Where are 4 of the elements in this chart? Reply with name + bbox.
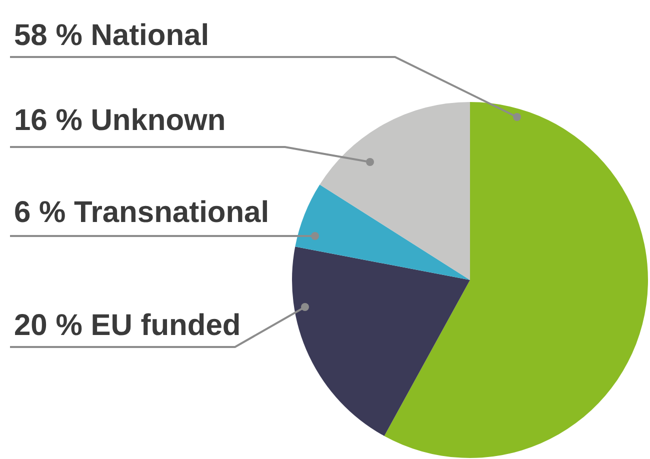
slice-label: 58 % National bbox=[14, 19, 210, 52]
slice-label: 6 % Transnational bbox=[14, 196, 270, 229]
slice-label: 20 % EU funded bbox=[14, 309, 241, 342]
slice-label: 16 % Unknown bbox=[14, 104, 226, 137]
